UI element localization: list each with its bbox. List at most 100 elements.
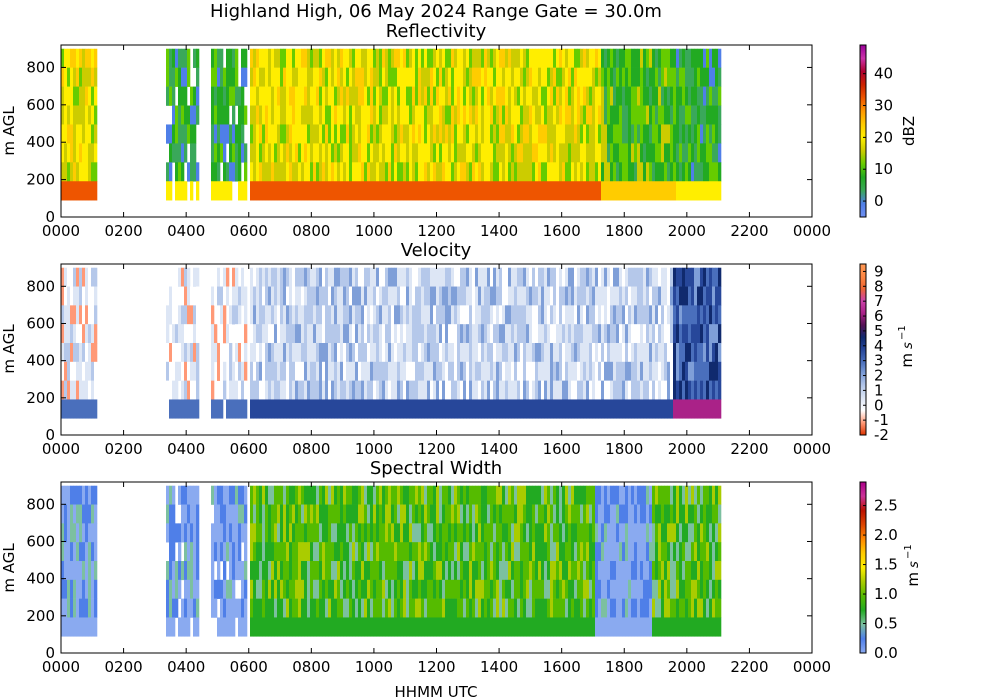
heatmap-cell (658, 305, 662, 325)
heatmap-cell (472, 598, 476, 618)
heatmap-cell (181, 305, 185, 325)
heatmap-cell (637, 342, 641, 363)
heatmap-cell (241, 504, 245, 524)
heatmap-cell (373, 305, 377, 325)
heatmap-cell (328, 598, 332, 618)
heatmap-cell (334, 105, 338, 125)
heatmap-cell (445, 48, 449, 68)
heatmap-cell (322, 504, 326, 524)
heatmap-cell (466, 267, 470, 287)
heatmap-cell (334, 560, 338, 581)
heatmap-cell (502, 48, 506, 68)
heatmap-cell (478, 286, 482, 306)
heatmap-cell (580, 485, 584, 505)
heatmap-cell (319, 305, 323, 325)
heatmap-cell (82, 542, 86, 562)
heatmap-cell (442, 560, 446, 581)
heatmap-cell (370, 286, 374, 306)
heatmap-cell (223, 67, 227, 87)
heatmap-cell (187, 286, 191, 306)
heatmap-cell (379, 105, 383, 125)
heatmap-cell (175, 181, 179, 201)
heatmap-cell (412, 181, 416, 201)
heatmap-cell (613, 305, 617, 325)
heatmap-cell (472, 124, 476, 144)
heatmap-cell (478, 342, 482, 363)
heatmap-cell (538, 504, 542, 524)
heatmap-cell (325, 267, 329, 287)
heatmap-cell (292, 579, 296, 599)
heatmap-cell (73, 324, 77, 344)
heatmap-cell (91, 267, 95, 287)
heatmap-cell (94, 162, 98, 182)
heatmap-cell (688, 124, 692, 144)
heatmap-cell (610, 48, 614, 68)
heatmap-cell (526, 124, 530, 144)
heatmap-cell (544, 181, 548, 201)
heatmap-cell (511, 485, 515, 505)
heatmap-cell (241, 286, 245, 306)
heatmap-cell (418, 181, 422, 201)
heatmap-cell (358, 560, 362, 581)
heatmap-cell (187, 560, 191, 581)
heatmap-cell (613, 598, 617, 618)
heatmap-cell (682, 48, 686, 68)
heatmap-cell (343, 324, 347, 344)
heatmap-cell (397, 504, 401, 524)
heatmap-cell (691, 124, 695, 144)
heatmap-cell (220, 48, 224, 68)
heatmap-cell (520, 324, 524, 344)
heatmap-cell (583, 143, 587, 163)
heatmap-cell (172, 560, 176, 581)
heatmap-cell (454, 342, 458, 363)
heatmap-cell (508, 105, 512, 125)
heatmap-cell (538, 305, 542, 325)
heatmap-cell (547, 286, 551, 306)
heatmap-cell (166, 324, 170, 344)
heatmap-cell (415, 162, 419, 182)
heatmap-cell (187, 361, 191, 381)
heatmap-cell (670, 67, 674, 87)
heatmap-cell (547, 48, 551, 68)
heatmap-cell (61, 124, 65, 144)
heatmap-cell (217, 267, 221, 287)
heatmap-cell (649, 399, 653, 419)
heatmap-cell (538, 86, 542, 106)
heatmap-cell (478, 485, 482, 505)
heatmap-cell (88, 342, 92, 363)
heatmap-cell (466, 598, 470, 618)
heatmap-cell (589, 598, 593, 618)
heatmap-cell (505, 523, 509, 543)
heatmap-cell (331, 523, 335, 543)
heatmap-cell (217, 342, 221, 363)
heatmap-cell (589, 560, 593, 581)
heatmap-cell (676, 48, 680, 68)
heatmap-cell (640, 504, 644, 524)
heatmap-cell (649, 617, 653, 637)
heatmap-cell (340, 181, 344, 201)
heatmap-cell (190, 504, 194, 524)
heatmap-cell (328, 542, 332, 562)
heatmap-cell (595, 86, 599, 106)
heatmap-cell (508, 399, 512, 419)
heatmap-cell (475, 267, 479, 287)
heatmap-cell (433, 305, 437, 325)
heatmap-cell (64, 48, 68, 68)
heatmap-cell (694, 560, 698, 581)
heatmap-cell (526, 361, 530, 381)
heatmap-cell (631, 143, 635, 163)
heatmap-cell (628, 523, 632, 543)
heatmap-cell (415, 267, 419, 287)
heatmap-cell (598, 305, 602, 325)
heatmap-cell (430, 485, 434, 505)
heatmap-cell (496, 267, 500, 287)
heatmap-cell (655, 485, 659, 505)
heatmap-cell (667, 504, 671, 524)
y-tick-label: 200 (26, 171, 55, 189)
heatmap-cell (271, 48, 275, 68)
heatmap-cell (283, 542, 287, 562)
heatmap-cell (67, 342, 71, 363)
heatmap-cell (469, 324, 473, 344)
heatmap-cell (715, 380, 719, 400)
heatmap-cell (697, 342, 701, 363)
